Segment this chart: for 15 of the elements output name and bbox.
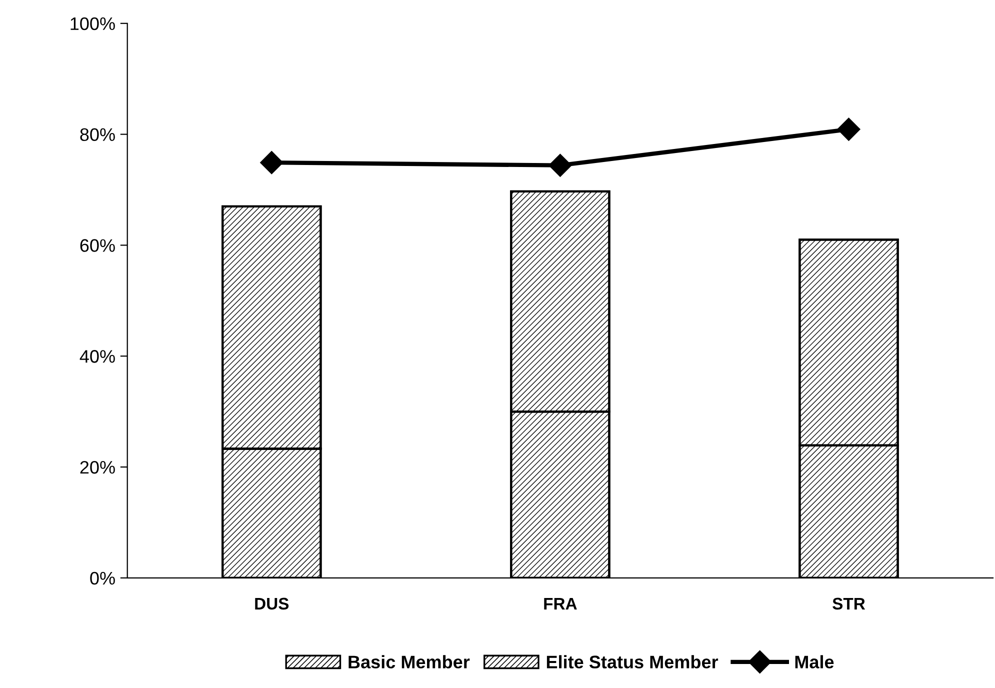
y-tick-label: 60%: [80, 239, 115, 252]
y-tick-label: 100%: [70, 17, 115, 30]
y-tick-label: 20%: [80, 460, 115, 474]
x-tick-label: FRA: [544, 598, 577, 610]
legend-label: Elite Status Member: [546, 655, 718, 668]
point: [548, 154, 572, 177]
x-tick-label: STR: [832, 598, 866, 610]
point: [260, 151, 284, 174]
y-tick-label: 0%: [90, 572, 115, 585]
point: [837, 118, 860, 141]
x-tick-label: DUS: [255, 598, 289, 610]
y-tick-label: 80%: [80, 128, 115, 142]
legend-label: Basic Member: [348, 655, 470, 668]
legend-label: Male: [795, 655, 834, 668]
y-tick-label: 40%: [80, 350, 115, 363]
